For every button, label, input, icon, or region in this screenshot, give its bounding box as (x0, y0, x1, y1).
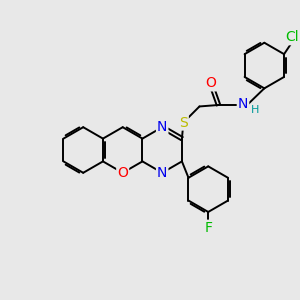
Text: Cl: Cl (285, 30, 299, 44)
Text: O: O (117, 166, 128, 180)
Text: F: F (204, 221, 212, 235)
Text: N: N (157, 166, 167, 180)
Text: N: N (157, 120, 167, 134)
Text: H: H (250, 105, 259, 115)
Text: O: O (205, 76, 216, 90)
Text: N: N (238, 97, 248, 111)
Text: S: S (179, 116, 188, 130)
